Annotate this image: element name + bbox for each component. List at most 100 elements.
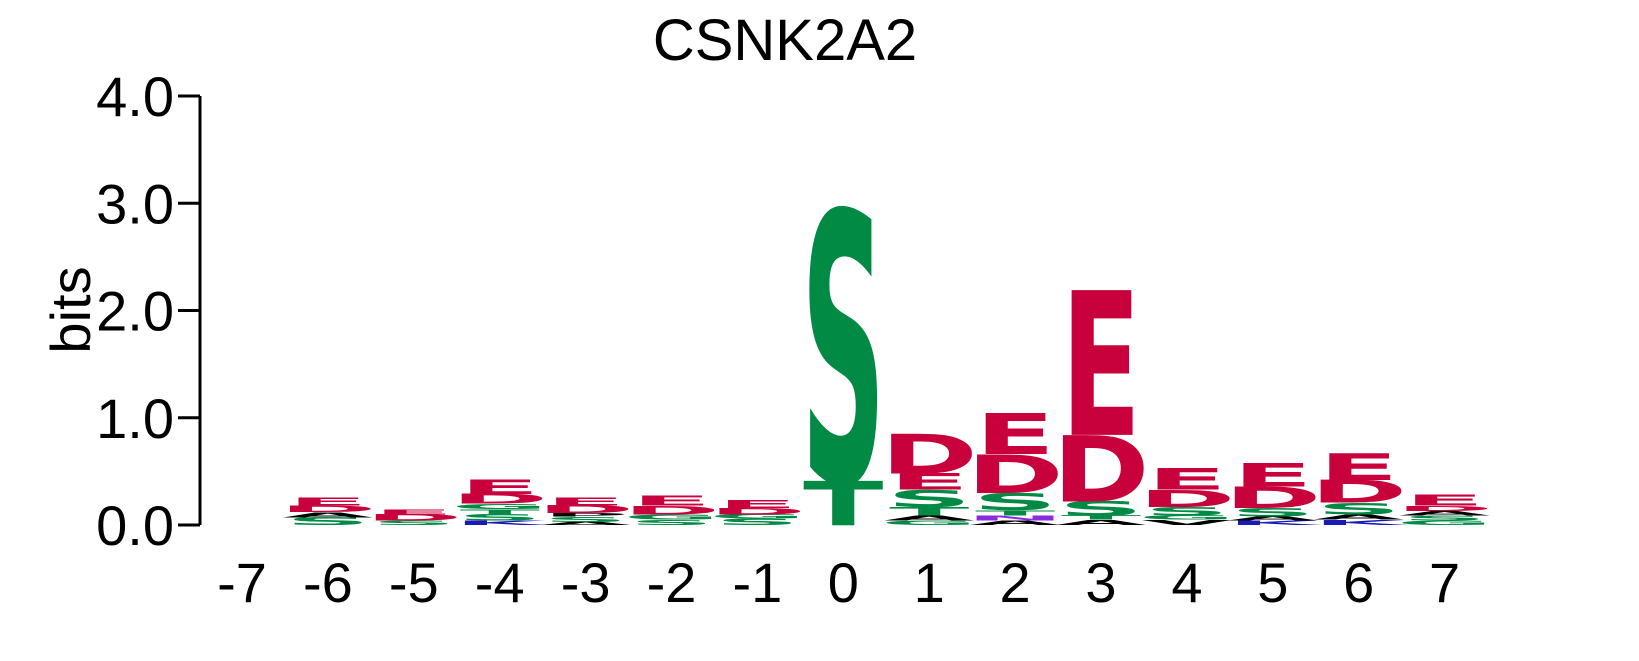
logo-letter: E: [889, 469, 969, 495]
logo-letter: S: [1059, 498, 1144, 520]
logo-letter: G: [451, 502, 548, 511]
logo-letter: S: [801, 137, 886, 568]
x-tick-label: 7: [1429, 551, 1460, 614]
x-tick-label: -6: [303, 551, 353, 614]
x-tick-label: -3: [561, 551, 611, 614]
x-tick-label: 0: [828, 551, 859, 614]
logo-letter: S: [286, 515, 371, 527]
x-tick-label: 2: [1000, 551, 1031, 614]
logo-column: TS: [801, 137, 886, 568]
logo-letter: S: [887, 485, 972, 512]
logo-letter: D: [966, 443, 1064, 505]
y-axis-label: bits: [39, 266, 102, 353]
logo-letter: D: [1396, 504, 1494, 513]
logo-letter: E: [1319, 446, 1399, 489]
logo-letter: A: [1055, 518, 1147, 527]
logo-letter: S: [1402, 514, 1487, 523]
logo-letter: T: [460, 507, 540, 516]
logo-letter: E: [975, 403, 1055, 468]
logo-column: SDE: [365, 507, 463, 526]
logo-letter: E: [1061, 251, 1141, 482]
x-tick-label: 3: [1085, 551, 1116, 614]
y-tick-label: 2.0: [96, 280, 174, 343]
logo-letter: S: [457, 513, 542, 523]
logo-letter: G: [881, 520, 978, 527]
logo-letter: V: [1141, 518, 1233, 527]
logo-letter: A: [1399, 510, 1491, 517]
logo-letter: G: [1139, 514, 1236, 521]
logo-letter: P: [542, 512, 628, 517]
x-tick-label: -1: [733, 551, 783, 614]
logo-letter: S: [715, 517, 800, 527]
logo-letter: D: [451, 491, 549, 507]
logo-letter: E: [460, 476, 540, 498]
logo-letter: D: [709, 506, 807, 516]
logo-letter: A: [1227, 515, 1319, 522]
logo-letter: K: [1313, 518, 1409, 527]
logo-letter: E: [374, 507, 454, 516]
logo-letter: S: [1230, 505, 1315, 519]
logo-letter: T: [1061, 514, 1142, 521]
logo-letter: T: [975, 509, 1055, 518]
logo-letter: A: [1313, 513, 1405, 522]
logo-letter: E: [1404, 492, 1484, 509]
logo-letter: S: [629, 518, 714, 527]
logo-letter: D: [279, 504, 377, 514]
logo-letter: A: [970, 520, 1062, 527]
x-tick-label: 1: [914, 551, 945, 614]
logo-letter: S: [1145, 504, 1230, 518]
x-tick-label: -5: [389, 551, 439, 614]
logo-letter: E: [1147, 463, 1227, 497]
logo-letter: S: [371, 520, 456, 527]
x-tick-label: 6: [1343, 551, 1374, 614]
x-tick-label: -7: [217, 551, 267, 614]
logo-letter: D: [1138, 485, 1236, 512]
y-axis: 0.0 1.0 2.0 3.0 4.0: [96, 65, 202, 557]
logo-letter: E: [288, 496, 368, 508]
y-tick-label: 3.0: [96, 172, 174, 235]
logo-letter: D: [1224, 481, 1322, 515]
x-tick-label: -4: [475, 551, 525, 614]
logo-letter: G: [623, 513, 720, 522]
y-tick-label: 1.0: [96, 387, 174, 450]
logo-letter: A: [884, 514, 976, 523]
logo-letter: D: [1310, 474, 1408, 510]
logo-letter: D: [365, 513, 463, 523]
x-tick-label: -2: [647, 551, 697, 614]
logo-letter: D: [1052, 416, 1150, 523]
logo-letter: N: [966, 514, 1064, 523]
logo-letter: T: [889, 504, 969, 518]
x-tick-label: 4: [1171, 551, 1202, 614]
logo-letter: D: [880, 423, 978, 487]
logo-letter: A: [540, 521, 632, 526]
y-tick-label: 0.0: [96, 494, 174, 557]
logo-letter: S: [543, 515, 628, 524]
logo-letter: E: [1233, 457, 1313, 495]
logo-letter: E: [717, 498, 797, 510]
logo-letter: D: [537, 504, 635, 516]
logo-letter: E: [545, 496, 625, 508]
chart-title: CSNK2A2: [653, 8, 917, 73]
logo-letter: T: [803, 470, 884, 540]
logo-letter: D: [623, 503, 721, 517]
logo-letter: E: [631, 493, 711, 509]
logo-letter: K: [454, 520, 550, 527]
logo-letter: S: [1316, 499, 1401, 518]
y-tick-label: 4.0: [96, 65, 174, 128]
x-axis: -7 -6 -5 -4 -3 -2 -1 0 1 2 3 4 5 6 7: [217, 551, 1460, 614]
logo-letter: A: [282, 511, 374, 520]
